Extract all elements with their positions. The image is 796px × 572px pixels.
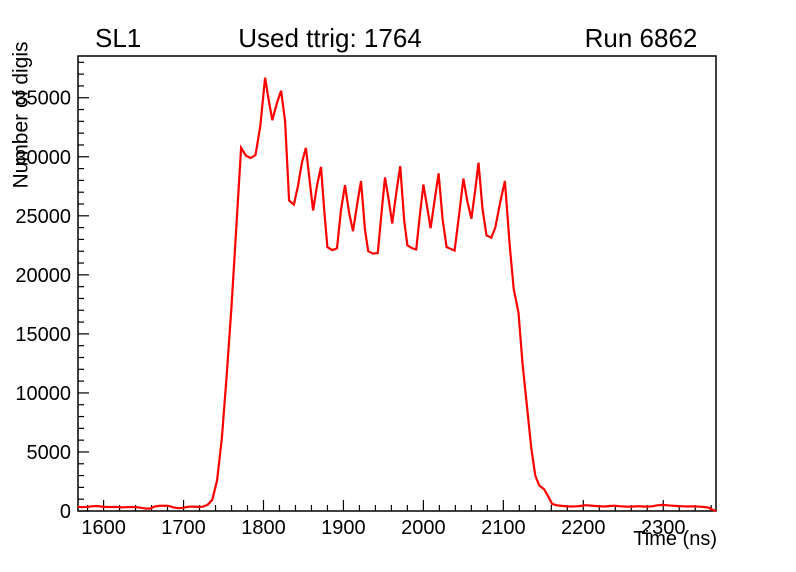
y-axis-tick-label: 0 [60, 501, 71, 523]
y-axis-tick-label: 35000 [15, 88, 71, 110]
y-axis-tick-label: 15000 [15, 324, 71, 346]
histogram-curve [77, 77, 717, 513]
y-axis-tick-label: 30000 [15, 147, 71, 169]
x-axis-tick-label: 2300 [641, 517, 686, 539]
x-axis-tick-label: 1800 [241, 517, 286, 539]
run-number-title: Run 6862 [584, 23, 698, 53]
x-axis-tick-label: 2200 [561, 517, 606, 539]
plot-frame [77, 55, 717, 512]
y-axis-tick-label: 20000 [15, 265, 71, 287]
x-axis-tick-label: 2000 [401, 517, 446, 539]
x-axis-tick-label: 2100 [481, 517, 526, 539]
superlayer-title: SL1 [95, 23, 142, 53]
x-axis-title: Time (ns) [633, 528, 717, 550]
x-axis-tick-label: 1900 [321, 517, 366, 539]
y-axis-tick-label: 10000 [15, 383, 71, 405]
y-axis-tick-label: 25000 [15, 206, 71, 228]
x-axis-tick-label: 1700 [161, 517, 206, 539]
x-axis-tick-label: 1600 [81, 517, 126, 539]
used-ttrig-title: Used ttrig: 1764 [238, 23, 422, 53]
y-axis-tick-label: 5000 [27, 442, 72, 464]
